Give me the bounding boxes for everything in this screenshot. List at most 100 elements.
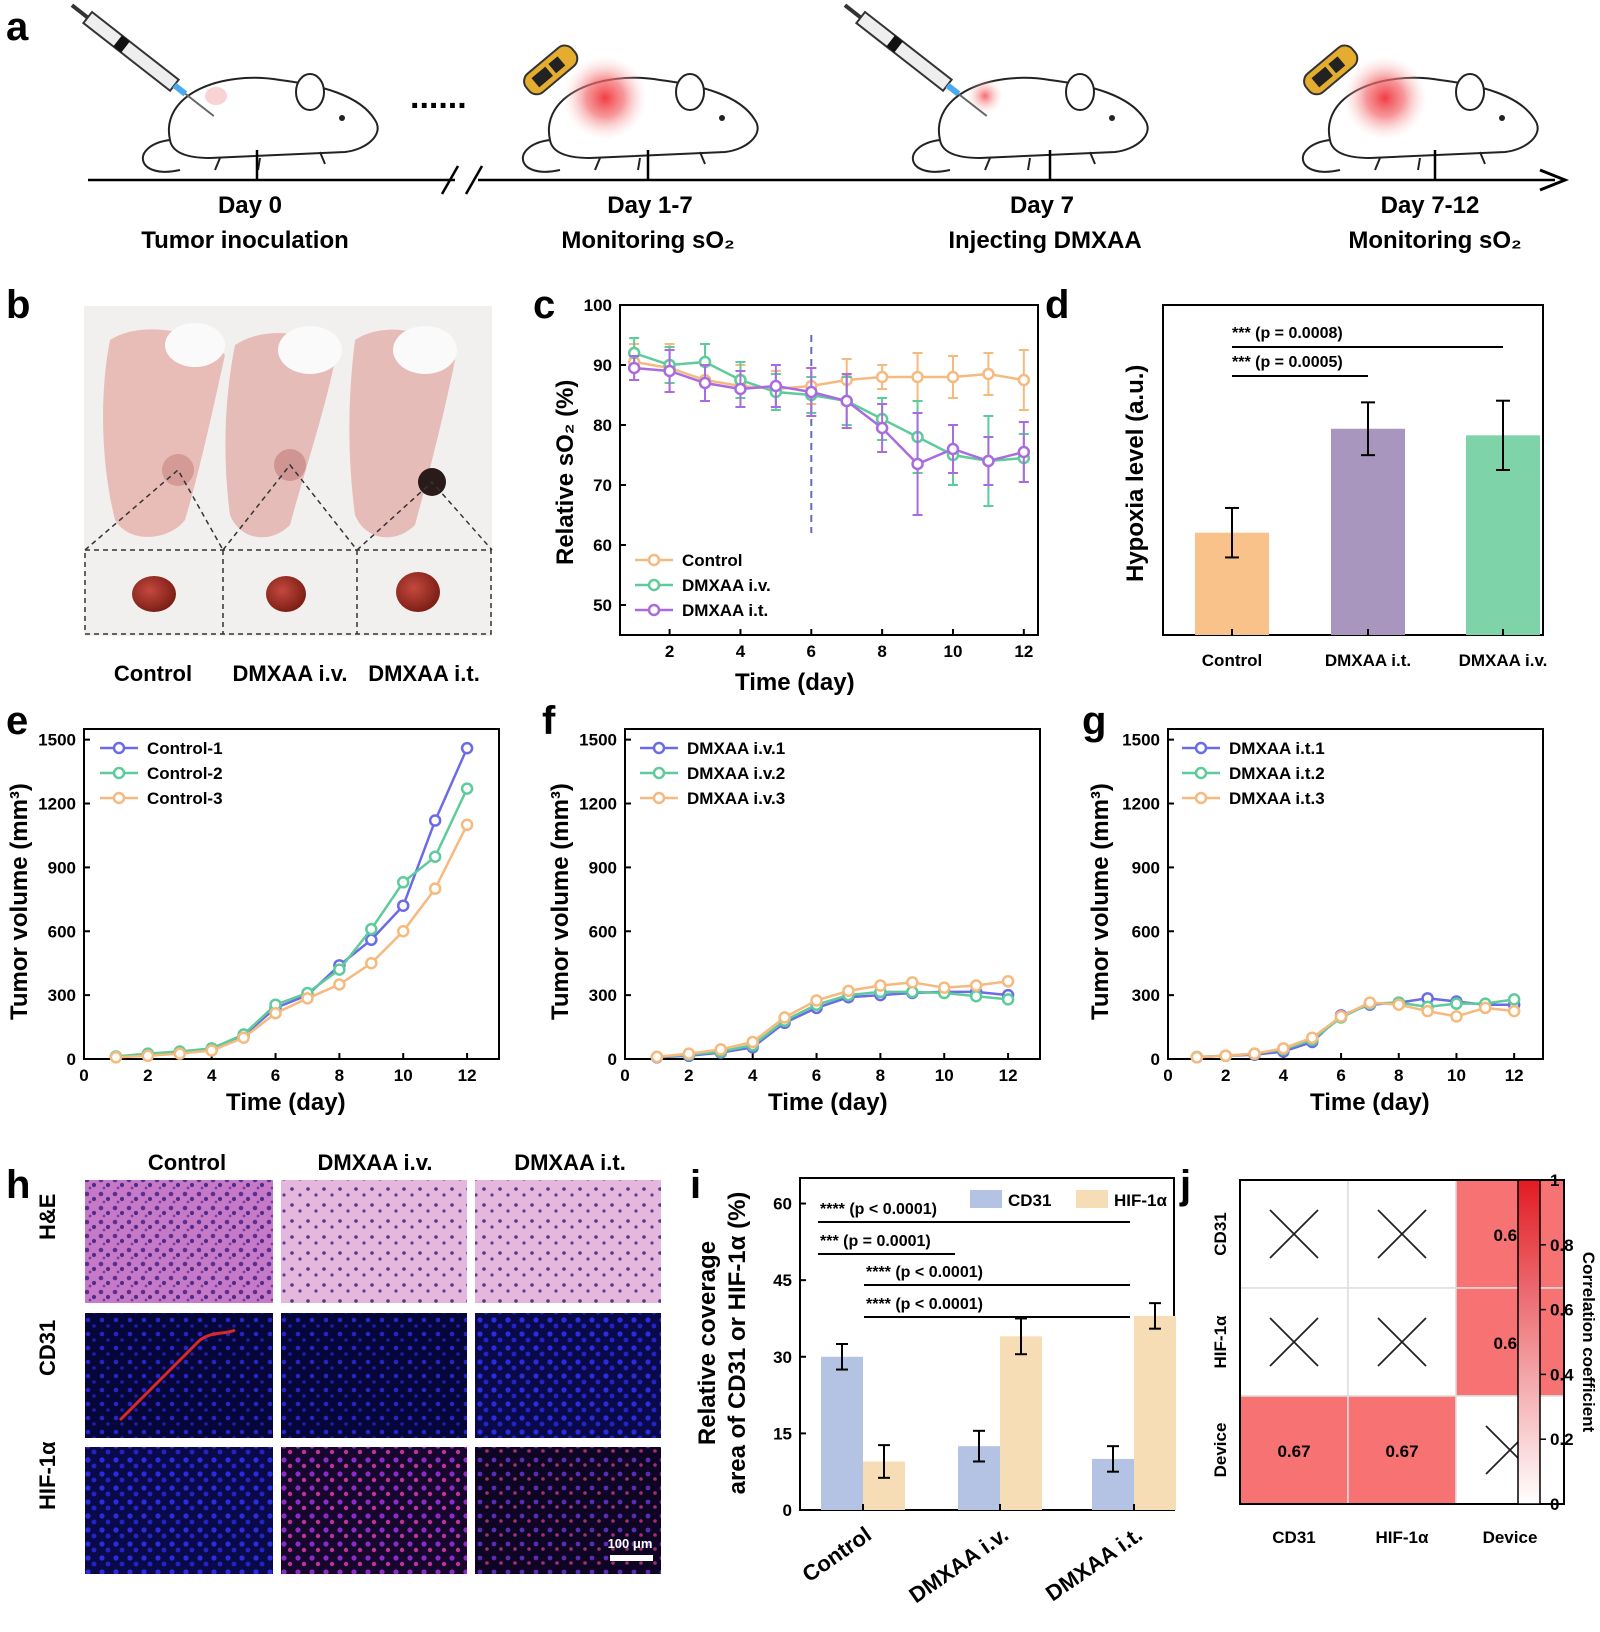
data-point [460,818,474,832]
y-axis-label: Relative sO₂ (%) [552,380,579,565]
micrograph-hif-it [475,1447,661,1574]
data-point [396,925,410,938]
legend-swatch-marker [652,791,666,805]
data-point [1001,975,1015,988]
panel-label-b: b [6,283,30,327]
micrograph-cd31-it [475,1313,661,1438]
syringe-icon [843,3,988,117]
data-point [969,989,983,1003]
legend-label: Control-2 [147,764,223,783]
legend-swatch-marker [647,578,661,592]
column-header-it: DMXAA i.t. [514,1150,626,1175]
y-tick-label: 90 [593,356,612,375]
data-point [1479,1001,1492,1015]
data-point [810,994,823,1007]
data-point [269,1006,282,1020]
x-tick-label: 12 [1505,1066,1524,1085]
panel-label-h: h [6,1163,30,1207]
legend-swatch-marker [112,766,126,780]
heatmap-cell [1455,1179,1565,1289]
data-point [769,379,783,393]
row-header-he: H&E [35,1194,60,1240]
data-point [1219,1049,1232,1063]
photo-caption-it: DMXAA i.t. [368,661,480,686]
timeline-day-2: Day 7 [1010,192,1074,219]
plot-frame [619,304,1039,636]
timeline-desc-3: Monitoring sO₂ [1348,227,1521,254]
data-point [396,899,410,912]
x-tick-label: 12 [1014,642,1033,661]
data-point [911,370,924,384]
significance-label: *** (p = 0.0008) [1232,325,1343,342]
row-header-cd31: CD31 [35,1320,60,1376]
panel-label-d: d [1045,283,1069,327]
category-label: DMXAA i.t. [1325,651,1411,670]
colorbar-tick-label: 0 [1550,1495,1559,1514]
data-point [906,976,919,989]
cross-mark [1377,1209,1427,1259]
legend-label: CD31 [1008,1191,1051,1210]
data-point [805,385,818,399]
colorbar-tick-label: 1 [1550,1171,1559,1190]
panel-a: a ...... [6,3,1570,254]
panel-label-g: g [1082,699,1106,743]
significance-label: **** (p < 0.0001) [866,1264,983,1281]
y-tick-label: 50 [593,596,612,615]
significance-label: *** (p = 0.0005) [1232,354,1343,371]
data-point [875,370,889,384]
data-point [333,963,346,976]
x-tick-label: 10 [935,1066,954,1085]
row-label: Device [1211,1423,1230,1478]
data-point [237,1031,250,1044]
heatmap-cell [1347,1395,1457,1505]
mouse-illustration-day7 [912,73,1149,173]
colorbar-tick-label: 0.6 [1550,1301,1574,1320]
y-tick-label: 60 [773,1195,792,1214]
legend-swatch-marker [1194,741,1208,755]
series-line [115,788,469,1058]
x-axis-label: Time (day) [768,1089,888,1116]
cross-mark [1269,1317,1319,1367]
column-label: CD31 [1272,1528,1315,1547]
series-line [115,824,469,1059]
data-point [205,1044,218,1057]
timeline [88,150,1570,195]
timeline-day-0: Day 0 [218,192,282,219]
plot-frame [624,728,1041,1060]
x-tick-label: 6 [1336,1066,1345,1085]
cell-value-label: 0.67 [1385,1442,1418,1461]
y-tick-label: 900 [589,858,617,877]
data-point [1334,1010,1348,1023]
mouse-photo-control [103,323,225,537]
x-tick-label: 6 [812,1066,821,1085]
data-point [333,978,346,991]
data-point [842,984,855,998]
x-tick-label: 0 [620,1066,629,1085]
data-point [1450,1010,1463,1023]
x-tick-label: 2 [1221,1066,1230,1085]
legend-label: DMXAA i.v.1 [687,739,785,758]
row-label: HIF-1α [1211,1315,1230,1369]
x-tick-label: 10 [944,642,963,661]
mouse-photo-iv [225,326,342,538]
micrograph-cd31-iv [281,1313,467,1438]
data-point [109,1051,123,1064]
significance-label: **** (p < 0.0001) [820,1201,937,1218]
y-axis-label-line2: area of CD31 or HIF-1α (%) [724,1192,751,1495]
timeline-desc-2: Injecting DMXAA [948,227,1141,254]
y-tick-label: 60 [593,536,612,555]
data-point [937,981,951,994]
data-point [969,979,983,992]
colorbar-tick-label: 0.4 [1550,1365,1574,1384]
data-point [778,1011,791,1024]
mouse-illustration-day1-7 [522,56,759,173]
legend-label: DMXAA i.t. [682,601,768,620]
legend-label: Control-3 [147,789,223,808]
micrograph-cd31-control [85,1313,273,1438]
data-point [698,376,712,390]
micrograph-he-it [475,1180,661,1303]
syringe-icon [70,3,215,117]
data-point [173,1047,187,1060]
legend-swatch-marker [112,741,126,755]
